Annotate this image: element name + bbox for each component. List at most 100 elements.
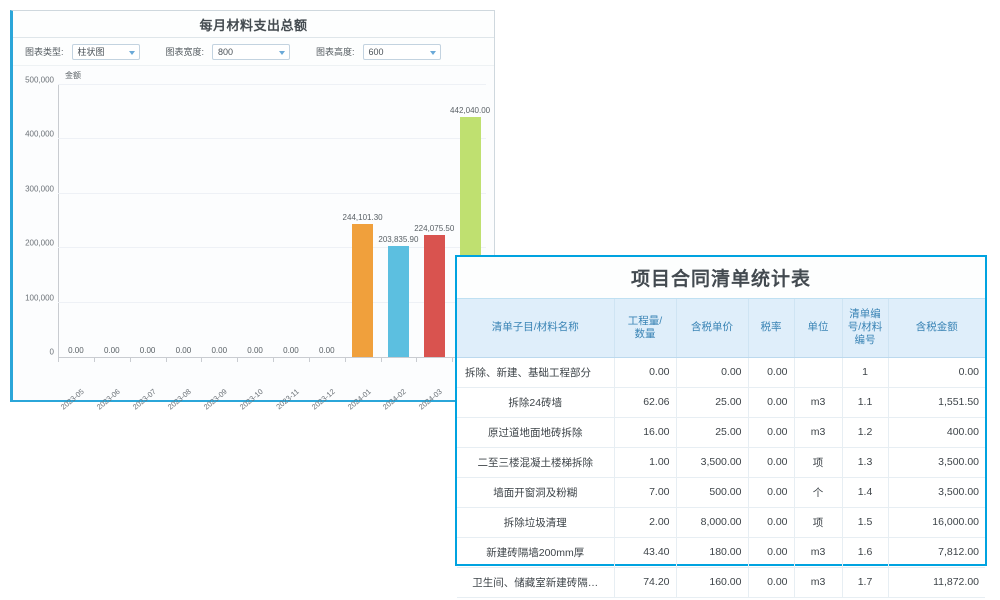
- table-row[interactable]: 卫生间、储藏室新建砖隔… 74.20 160.00 0.00 m3 1.7 11,872.0…: [457, 567, 985, 598]
- cell-code: 1.6: [842, 537, 889, 568]
- column-header-amount-text: 含税金额: [915, 321, 958, 334]
- chart-height-select[interactable]: 600: [362, 43, 441, 60]
- column-header-unit-text: 单位: [807, 321, 829, 334]
- x-axis-tick-mark: [380, 358, 382, 362]
- cell-quantity: 0.00: [614, 357, 677, 388]
- cell-tax-rate: 0.00: [748, 567, 795, 598]
- chart-type-select[interactable]: 柱状图: [71, 43, 140, 60]
- cell-tax-rate: 0.00: [748, 537, 795, 568]
- x-axis-tick-label: 2024-01: [345, 387, 373, 412]
- cell-amount: 400.00: [888, 417, 985, 448]
- cell-unit: [794, 357, 843, 388]
- table-row[interactable]: 拆除24砖墙 62.06 25.00 0.00 m3 1.1 1,551.50: [457, 387, 985, 418]
- x-axis-tick-mark: [129, 358, 131, 362]
- bar-2024-03[interactable]: [423, 235, 445, 357]
- table-row[interactable]: 墙面开窗洞及粉糊 7.00 500.00 0.00 个 1.4 3,500.00: [457, 477, 985, 508]
- cell-tax-rate: 0.00: [748, 447, 795, 478]
- x-axis-tick-mark: [273, 358, 274, 362]
- column-header-unit[interactable]: 单位: [794, 299, 843, 358]
- y-axis-tick-label: 200,000: [25, 238, 54, 248]
- table-row[interactable]: 拆除、新建、基础工程部分 0.00 0.00 0.00 1 0.00: [457, 357, 985, 388]
- cell-price: 25.00: [676, 387, 749, 418]
- table-title: 项目合同清单统计表: [630, 269, 811, 290]
- table-row[interactable]: 拆除垃圾清理 2.00 8,000.00 0.00 项 1.5 16,000.00: [457, 507, 985, 538]
- cell-name: 新建砖隔墙200mm厚: [457, 537, 615, 568]
- cell-amount: 16,000.00: [888, 507, 985, 538]
- x-axis-tick-label: 2023-12: [309, 387, 337, 412]
- table-row[interactable]: 原过道地面地砖拆除 16.00 25.00 0.00 m3 1.2 400.00: [457, 417, 985, 448]
- cell-price: 0.00: [676, 357, 749, 388]
- cell-unit: m3: [794, 417, 843, 448]
- column-header-code-line3: 编号: [854, 334, 876, 347]
- cell-code: 1.4: [842, 477, 889, 508]
- contract-list-table-panel: 项目合同清单统计表 清单子目/材料名称 工程量/ 数量 含税单价: [455, 255, 987, 598]
- chart-height-label: 图表高度:: [316, 47, 355, 57]
- cell-unit: m3: [794, 537, 843, 568]
- cell-name: 拆除24砖墙: [457, 387, 615, 418]
- cell-unit: m3: [794, 387, 843, 418]
- chart-title-bar: 每月材料支出总额: [13, 11, 494, 38]
- table-title-bar: 项目合同清单统计表: [457, 257, 985, 299]
- bar-value-label: 0.00: [318, 346, 335, 355]
- chevron-down-icon: [429, 50, 436, 55]
- x-axis-tick-mark: [201, 358, 203, 362]
- x-axis-tick-mark: [416, 358, 418, 362]
- cell-tax-rate: 0.00: [748, 357, 795, 388]
- chevron-down-icon: [128, 50, 135, 55]
- x-axis-line: [58, 357, 486, 358]
- column-header-tax-rate[interactable]: 税率: [748, 299, 795, 358]
- cell-amount: 11,872.00: [888, 567, 985, 598]
- grid-line: [58, 138, 486, 140]
- bar-value-label: 0.00: [68, 346, 84, 355]
- grid-line: [58, 301, 486, 303]
- bar-2024-01[interactable]: [352, 224, 374, 357]
- column-header-code-line2: 号/材料: [847, 321, 883, 334]
- column-header-code[interactable]: 清单编 号/材料 编号: [842, 299, 889, 358]
- column-header-quantity-line2: 数量: [634, 327, 656, 340]
- cell-code: 1.5: [842, 507, 889, 538]
- table-row[interactable]: 新建砖隔墙200mm厚 43.40 180.00 0.00 m3 1.6 7,812.00: [457, 537, 985, 568]
- x-axis-tick-label: 2024-03: [417, 387, 445, 412]
- bar-value-label: 0.00: [283, 346, 299, 355]
- chevron-down-icon: [279, 50, 286, 55]
- x-axis-tick-label: 2023-10: [237, 387, 265, 412]
- column-header-price[interactable]: 含税单价: [676, 299, 749, 358]
- x-axis-tick-mark: [93, 358, 95, 362]
- table-row[interactable]: 二至三楼混凝土楼梯拆除 1.00 3,500.00 0.00 项 1.3 3,500.00: [457, 447, 985, 478]
- cell-amount: 3,500.00: [888, 447, 985, 478]
- bar-2024-02[interactable]: [387, 246, 409, 357]
- x-axis-tick-label: 2023-09: [202, 387, 230, 412]
- table-header-row: 清单子目/材料名称 工程量/ 数量 含税单价 税率 单位: [457, 299, 985, 358]
- column-header-name[interactable]: 清单子目/材料名称: [457, 299, 615, 358]
- cell-unit: m3: [794, 567, 843, 598]
- cell-unit: 项: [794, 507, 843, 538]
- column-header-quantity[interactable]: 工程量/ 数量: [614, 299, 677, 358]
- bar-value-label: 244,101.30: [342, 213, 383, 223]
- bar-value-label: 224,075.50: [414, 224, 455, 234]
- column-header-name-text: 清单子目/材料名称: [491, 321, 579, 334]
- chart-panel: 每月材料支出总额 图表类型: 柱状图 图表宽度: 800 图表高度: 600 金…: [10, 10, 495, 412]
- cell-amount: 3,500.00: [888, 477, 985, 508]
- x-axis-tick-label: 2023-11: [274, 387, 301, 412]
- x-axis-tick-mark: [58, 358, 59, 362]
- chart-type-value: 柱状图: [77, 47, 105, 57]
- y-axis-tick-label: 500,000: [25, 75, 54, 85]
- cell-price: 3,500.00: [676, 447, 749, 478]
- column-header-code-line1: 清单编: [849, 308, 881, 321]
- chart-title: 每月材料支出总额: [199, 17, 308, 33]
- bar-value-label: 0.00: [103, 346, 120, 355]
- x-axis-tick-mark: [452, 358, 454, 362]
- cell-price: 160.00: [676, 567, 749, 598]
- y-axis-tick-label: 300,000: [25, 184, 54, 194]
- chart-width-select[interactable]: 800: [212, 43, 291, 60]
- bar-value-label: 0.00: [247, 346, 263, 355]
- cell-name: 原过道地面地砖拆除: [457, 417, 615, 448]
- cell-code: 1.7: [842, 567, 889, 598]
- column-header-amount[interactable]: 含税金额: [888, 299, 985, 358]
- y-axis-tick-label: 0: [49, 347, 54, 357]
- cell-price: 25.00: [676, 417, 749, 448]
- cell-code: 1: [842, 357, 889, 388]
- x-axis-tick-label: 2023-08: [166, 387, 194, 412]
- y-axis-title: 金额: [65, 71, 81, 80]
- cell-quantity: 2.00: [614, 507, 677, 538]
